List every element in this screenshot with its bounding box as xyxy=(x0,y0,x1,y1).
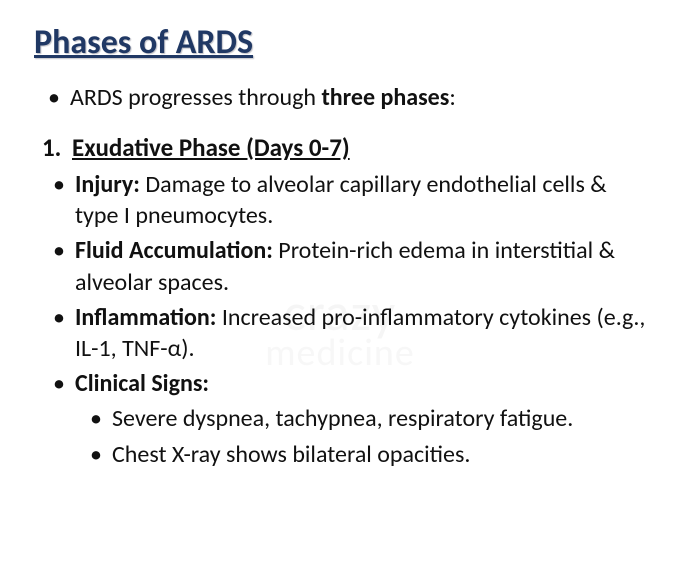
bullet-label: Fluid Accumulation: xyxy=(75,236,273,265)
slide-title: Phases of ARDS xyxy=(34,22,650,63)
bullet-label: Clinical Signs: xyxy=(75,369,209,398)
bullet-text: Damage to alveolar capillary endothelial… xyxy=(75,170,607,230)
bullet-label: Inflammation: xyxy=(75,303,216,332)
intro-suffix: : xyxy=(449,83,455,112)
bullet-list: Injury: Damage to alveolar capillary end… xyxy=(75,169,650,399)
intro-prefix: ARDS progresses through xyxy=(70,83,321,112)
bullet-item-clinical: Clinical Signs: xyxy=(75,368,650,399)
intro-line: ARDS progresses through three phases: xyxy=(70,83,650,112)
sub-bullet-xray: Chest X-ray shows bilateral opacities. xyxy=(112,439,650,470)
phase-heading: 1.Exudative Phase (Days 0-7) xyxy=(42,132,650,163)
bullet-item-injury: Injury: Damage to alveolar capillary end… xyxy=(75,169,650,231)
bullet-item-inflammation: Inflammation: Increased pro-inflammatory… xyxy=(75,302,650,364)
bullet-item-fluid: Fluid Accumulation: Protein-rich edema i… xyxy=(75,235,650,297)
sub-bullet-list: Severe dyspnea, tachypnea, respiratory f… xyxy=(112,403,650,469)
phase-number: 1. xyxy=(42,132,72,163)
sub-bullet-dyspnea: Severe dyspnea, tachypnea, respiratory f… xyxy=(112,403,650,434)
intro-bold: three phases xyxy=(321,83,449,112)
bullet-label: Injury: xyxy=(75,170,140,199)
phase-title: Exudative Phase (Days 0-7) xyxy=(72,132,350,163)
